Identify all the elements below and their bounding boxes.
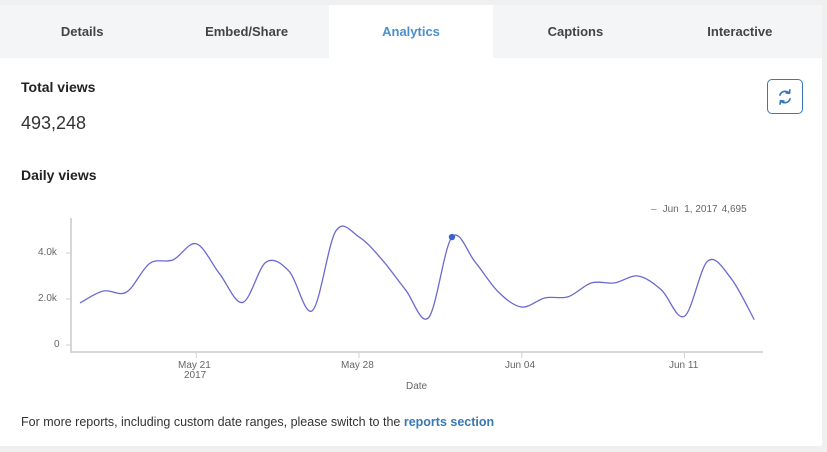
legend-line-icon: – bbox=[651, 204, 657, 215]
x-axis-title: Date bbox=[406, 381, 428, 392]
analytics-panel: Total views 493,248 Daily views – Jun 1, … bbox=[0, 58, 822, 446]
reports-section-link[interactable]: reports section bbox=[403, 415, 495, 429]
x-tick-label: Jun 11 bbox=[669, 360, 699, 371]
tab-captions[interactable]: Captions bbox=[547, 24, 604, 39]
x-tick-label: May 21 bbox=[178, 360, 211, 371]
refresh-button[interactable] bbox=[767, 79, 803, 114]
footer-note: For more reports, including custom date … bbox=[21, 415, 494, 429]
y-tick-label: 0 bbox=[54, 339, 60, 350]
tab-interactive[interactable]: Interactive bbox=[707, 24, 773, 39]
views-line bbox=[79, 225, 755, 321]
x-year-label: 2017 bbox=[184, 370, 207, 381]
y-tick-label: 2.0k bbox=[38, 293, 57, 304]
total-views-value: 493,248 bbox=[21, 113, 87, 133]
daily-views-chart bbox=[66, 218, 763, 358]
tab-bar: Details Embed/Share Analytics Captions I… bbox=[0, 5, 822, 58]
refresh-icon bbox=[779, 88, 791, 105]
y-tick-marks bbox=[66, 252, 71, 346]
x-tick-label: May 28 bbox=[341, 360, 374, 371]
tab-analytics[interactable]: Analytics bbox=[328, 5, 494, 58]
total-views-label: Total views bbox=[21, 79, 96, 95]
x-tick-marks bbox=[195, 353, 685, 358]
y-tick-label: 4.0k bbox=[38, 247, 57, 258]
tab-details[interactable]: Details bbox=[60, 24, 104, 39]
daily-views-label: Daily views bbox=[21, 167, 97, 183]
chart-legend: – Jun 1, 2017 4,695 bbox=[651, 204, 747, 215]
legend-value: 4,695 bbox=[721, 204, 747, 215]
highlight-point[interactable] bbox=[448, 233, 456, 241]
legend-date: Jun 1, 2017 bbox=[662, 204, 718, 215]
footer-text: For more reports, including custom date … bbox=[21, 415, 404, 429]
x-tick-label: Jun 04 bbox=[505, 360, 536, 371]
tab-embed-share[interactable]: Embed/Share bbox=[205, 24, 289, 39]
